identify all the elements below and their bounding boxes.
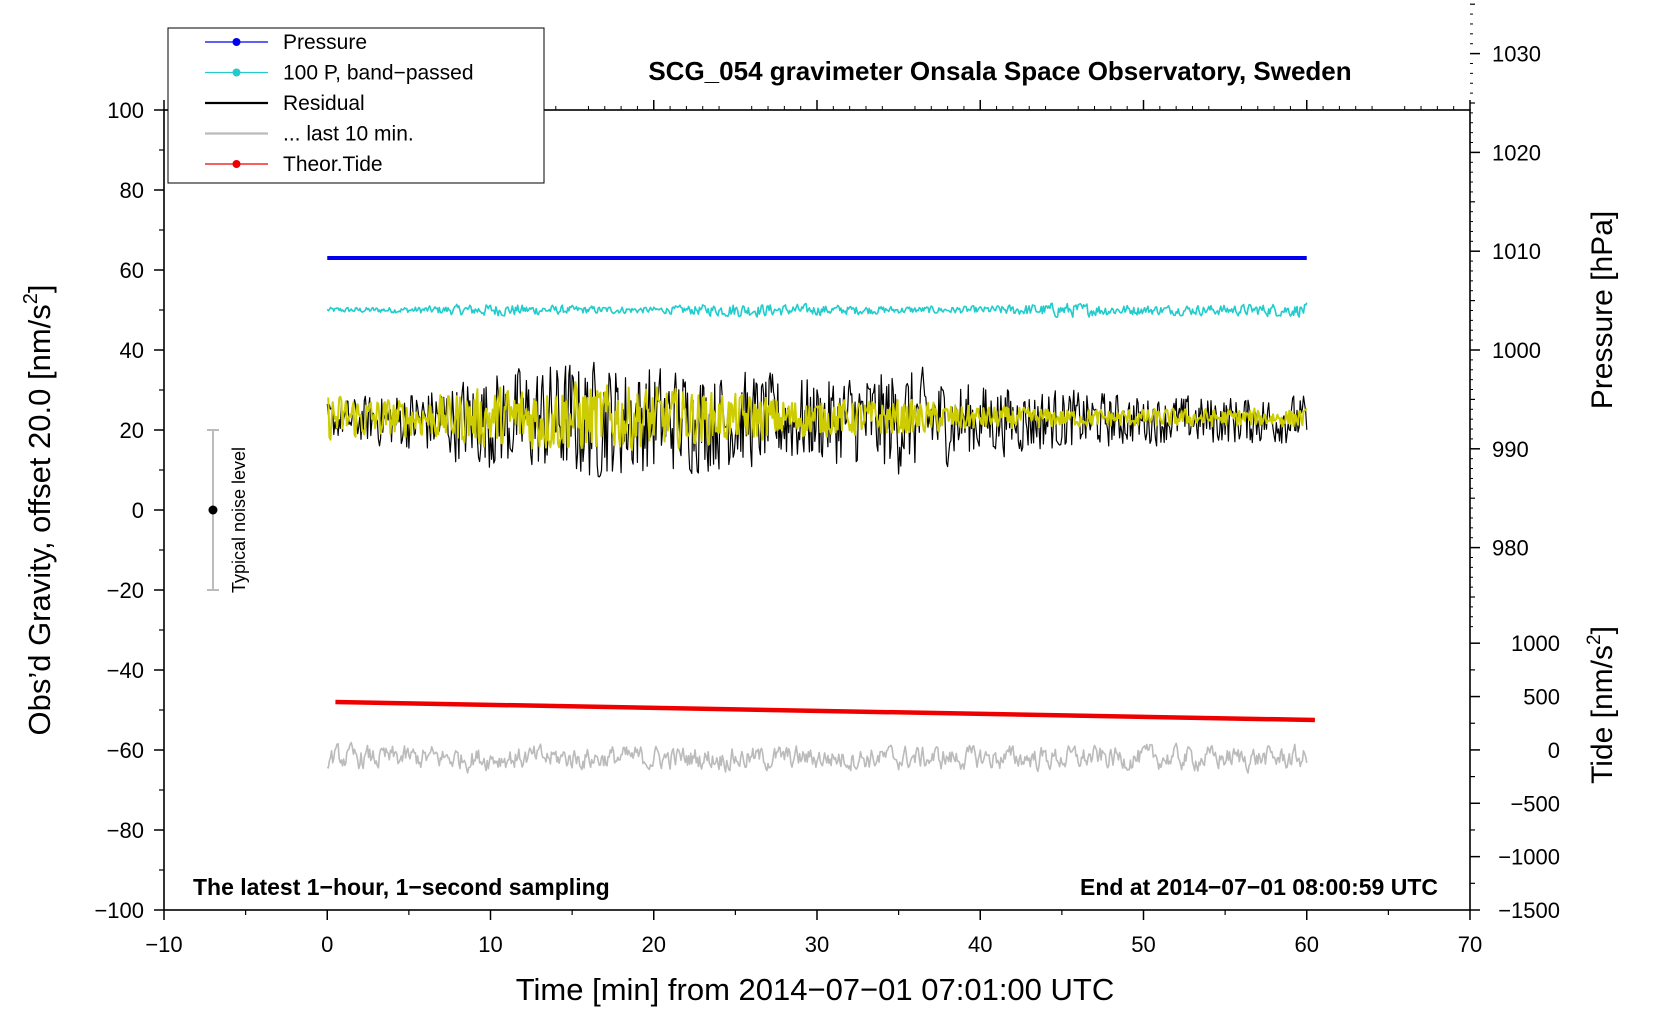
y-axis-title-close: ]: [22, 284, 57, 293]
tide-axis-title-superscript: 2: [1584, 634, 1605, 645]
pressure-tick-label: 990: [1492, 437, 1529, 462]
x-tick-label: 0: [321, 932, 333, 957]
series-residual-filtered: [327, 381, 1308, 451]
pressure-tick-label: 1010: [1492, 239, 1541, 264]
x-tick-label: 20: [642, 932, 666, 957]
legend-entry: Pressure: [205, 31, 367, 54]
legend-box: [167, 27, 545, 184]
legend-entry: Theor.Tide: [205, 153, 383, 176]
legend-label: 100 P, band−passed: [283, 62, 474, 85]
y-tick-label: −40: [107, 658, 144, 683]
y-axis-title-main: Obs’d Gravity, offset 20.0 [nm/s: [22, 304, 57, 735]
y-axis-title-superscript: 2: [20, 293, 42, 304]
tide-tick-label: 500: [1523, 685, 1560, 710]
legend-label: Residual: [283, 92, 365, 115]
x-axis-title: Time [min] from 2014−07−01 07:01:00 UTC: [516, 972, 1115, 1007]
legend-label: Theor.Tide: [283, 153, 383, 176]
y-tick-label: −80: [107, 818, 144, 843]
tide-tick-label: 0: [1548, 738, 1560, 763]
legend-swatch-marker: [232, 160, 241, 168]
y-tick-label: 20: [120, 418, 144, 443]
pressure-axis-title: Pressure [hPa]: [1586, 211, 1619, 409]
pressure-tick-label: 1020: [1492, 140, 1541, 165]
y-tick-label: −60: [107, 738, 144, 763]
legend-label: Pressure: [283, 31, 367, 54]
legend-label: ... last 10 min.: [283, 123, 414, 146]
plot-frame: [163, 109, 1471, 911]
noise-level-indicator: Typical noise level: [206, 429, 249, 593]
tide-tick-label: −1000: [1498, 845, 1560, 870]
y-axis-title-left: Obs’d Gravity, offset 20.0 [nm/s2]: [20, 284, 57, 735]
x-tick-label: 10: [478, 932, 502, 957]
x-tick-label: 50: [1131, 932, 1155, 957]
series-100-p-band-passed: [326, 302, 1308, 319]
x-tick-label: 60: [1295, 932, 1319, 957]
tide-axis-title-main: Tide [nm/s: [1586, 645, 1619, 784]
pressure-tick-label: 980: [1492, 536, 1529, 561]
x-tick-label: 40: [968, 932, 992, 957]
series-theor-tide: [335, 699, 1315, 723]
pressure-tick-label: 1030: [1492, 42, 1541, 67]
x-tick-label: 70: [1458, 932, 1482, 957]
legend: Pressure 100 P, band−passed Residual ... la…: [167, 27, 545, 184]
tide-tick-label: 1000: [1511, 631, 1560, 656]
series-layer: [326, 256, 1315, 774]
y-tick-label: 60: [120, 258, 144, 283]
legend-swatch-marker: [232, 38, 241, 46]
y-tick-label: 100: [107, 98, 144, 123]
annotation-sampling: The latest 1−hour, 1−second sampling: [193, 874, 610, 900]
x-tick-label: −10: [145, 932, 182, 957]
tide-tick-label: −1500: [1498, 898, 1560, 923]
legend-entry: ... last 10 min.: [205, 123, 414, 146]
axes-layer: −10 0 10 20 30 40 50 60 70−100−80−60−40−20020406…: [94, 3, 1560, 957]
y-tick-label: −20: [107, 578, 144, 603]
legend-entries: Pressure 100 P, band−passed Residual ... la…: [205, 31, 474, 176]
tide-axis-title: Tide [nm/s2]: [1584, 626, 1619, 784]
series-last-10-min: [326, 741, 1308, 774]
noise-level-dot: [208, 505, 218, 515]
legend-entry: Residual: [205, 92, 365, 115]
annotation-end-time: End at 2014−07−01 08:00:59 UTC: [1080, 874, 1438, 900]
y-tick-label: −100: [94, 898, 144, 923]
tide-tick-label: −500: [1510, 791, 1560, 816]
x-tick-label: 30: [805, 932, 829, 957]
y-tick-label: 40: [120, 338, 144, 363]
legend-swatch-marker: [232, 68, 241, 77]
pressure-tick-label: 1000: [1492, 338, 1541, 363]
y-tick-label: 80: [120, 178, 144, 203]
noise-level-label: Typical noise level: [229, 447, 249, 593]
tide-axis-title-close: ]: [1586, 626, 1619, 634]
y-tick-label: 0: [132, 498, 144, 523]
legend-entry: 100 P, band−passed: [205, 62, 474, 85]
chart-title: SCG_054 gravimeter Onsala Space Observat…: [648, 56, 1351, 86]
